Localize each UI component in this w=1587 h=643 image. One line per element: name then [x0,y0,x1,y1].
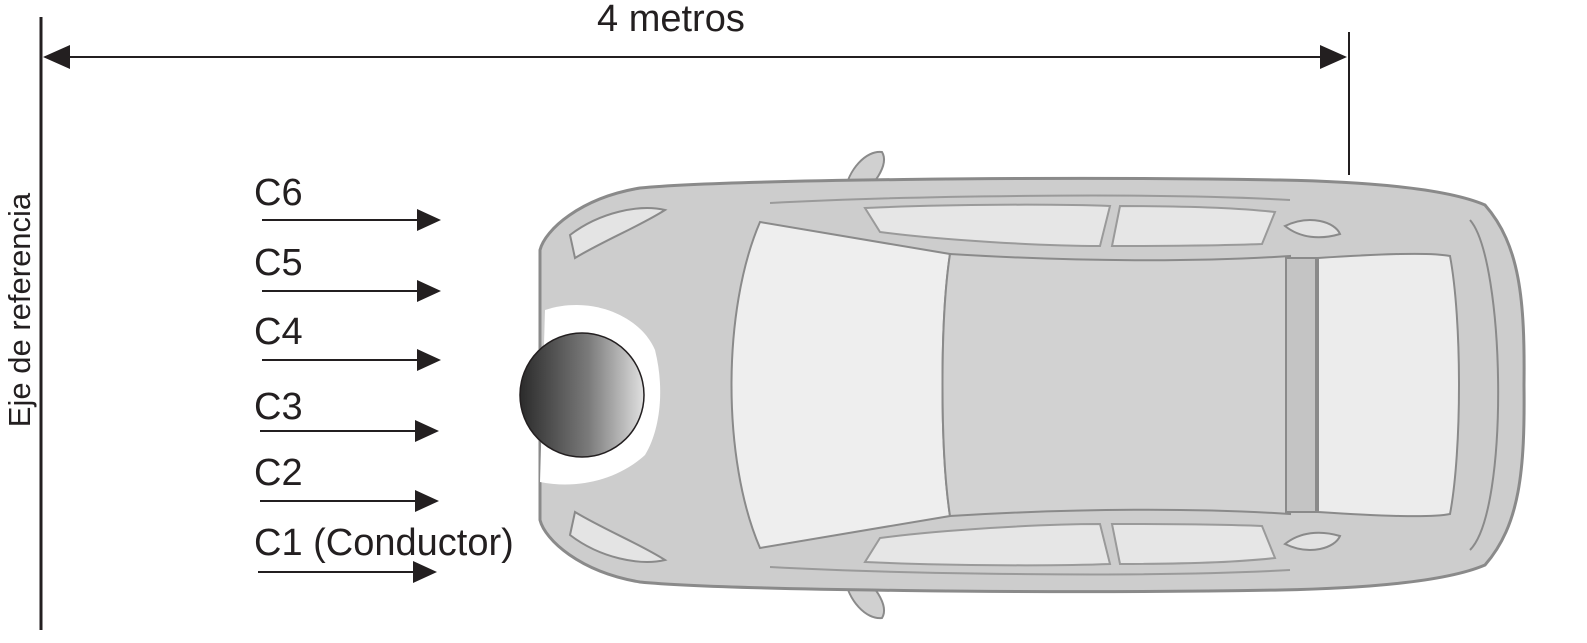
camera-arrows [258,209,441,583]
measurement-sphere [519,332,645,458]
reference-axis-label: Eje de referencia [2,192,37,428]
camera-label-c3: C3 [254,386,303,428]
car-windshield [730,220,952,550]
camera-label-c5: C5 [254,242,303,284]
arrow-c2 [260,490,439,512]
car-rear-window [1317,252,1460,518]
dimension-line [43,32,1350,175]
dimension-arrow-left [43,45,70,69]
camera-label-c2: C2 [254,452,303,494]
arrow-c5 [262,280,441,302]
camera-label-c6: C6 [254,172,303,214]
arrow-c3 [260,420,439,442]
camera-label-c4: C4 [254,311,303,353]
camera-label-c1: C1 (Conductor) [254,522,514,564]
arrow-c6 [262,209,441,231]
dimension-arrow-right [1320,45,1347,69]
car-top-view [538,150,1526,620]
dimension-label: 4 metros [597,0,745,40]
car-roof [941,252,1296,518]
arrow-c4 [262,349,441,371]
arrow-c1 [258,561,437,583]
